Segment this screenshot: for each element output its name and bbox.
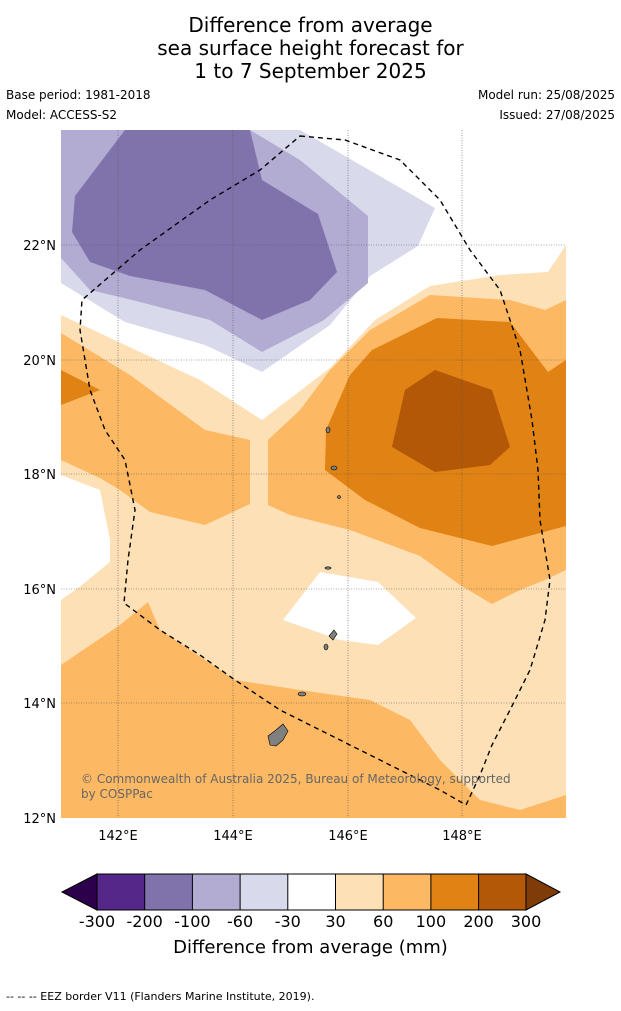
island-small-2 (325, 426, 331, 434)
lat-tick-labels: 12°N 14°N 16°N 18°N 20°N 22°N (23, 239, 56, 827)
colorbar-tick-8: 100 (416, 912, 447, 931)
colorbar-tick-2: -200 (127, 912, 163, 931)
model-run: Model run: 25/08/2025 (477, 88, 615, 102)
colorbar-frame (96, 873, 527, 911)
lat-tick-12: 12°N (23, 812, 56, 827)
island-saipan (328, 629, 338, 641)
colorbar-tick-1: -300 (79, 912, 115, 931)
base-period: Base period: 1981-2018 (6, 88, 151, 102)
contour-minus-100-200 (72, 130, 337, 320)
colorbar-extend-high (525, 873, 562, 911)
colorbar-extend-low (60, 873, 98, 911)
lat-tick-18: 18°N (23, 468, 56, 483)
map-gridlines (61, 130, 566, 818)
title-line-3: 1 to 7 September 2025 (194, 59, 427, 83)
colorbar-swatch-1 (97, 874, 145, 910)
map-title: Difference from average sea surface heig… (0, 14, 621, 83)
lon-tick-144: 144°E (213, 829, 253, 844)
copyright-notice: © Commonwealth of Australia 2025, Bureau… (81, 772, 511, 801)
title-line-1: Difference from average (188, 13, 433, 37)
contour-field (61, 130, 566, 818)
colorbar-tick-5: -30 (275, 912, 301, 931)
lat-tick-22: 22°N (23, 239, 56, 254)
colorbar: -300 -200 -100 -60 -30 30 60 100 200 300 (60, 873, 562, 931)
island-rota (297, 691, 307, 697)
colorbar-tick-7: 60 (373, 912, 393, 931)
colorbar-swatch-7 (383, 874, 431, 910)
colorbar-swatch-3 (192, 874, 241, 910)
lon-tick-142: 142°E (98, 829, 138, 844)
colorbar-tick-10: 300 (511, 912, 542, 931)
islands (267, 426, 341, 747)
contour-neutral-south (283, 572, 416, 645)
colorbar-swatch-4 (240, 874, 288, 910)
lat-tick-20: 20°N (23, 354, 56, 369)
colorbar-tick-3: -100 (174, 912, 210, 931)
lat-tick-14: 14°N (23, 697, 56, 712)
contour-neutral-west (61, 475, 110, 600)
title-line-2: sea surface height forecast for (157, 36, 464, 60)
island-small-3 (330, 465, 338, 471)
lat-tick-16: 16°N (23, 583, 56, 598)
lon-tick-146: 146°E (328, 829, 368, 844)
colorbar-swatch-8 (430, 874, 479, 910)
model-name: Model: ACCESS-S2 (6, 108, 118, 122)
contour-100-200-west (61, 370, 100, 405)
colorbar-tick-9: 200 (463, 912, 494, 931)
lon-tick-148: 148°E (442, 829, 482, 844)
island-small-1 (324, 566, 332, 570)
lon-tick-labels: 142°E 144°E 146°E 148°E (98, 829, 482, 844)
issued-date: Issued: 27/08/2025 (499, 108, 615, 122)
island-guam (267, 723, 289, 747)
island-small-4 (337, 495, 341, 499)
contour-60-100-west (61, 333, 250, 525)
colorbar-swatch-9 (478, 874, 526, 910)
colorbar-swatch-5 (287, 874, 336, 910)
eez-footnote: -- -- -- EEZ border V11 (Flanders Marine… (6, 990, 315, 1003)
colorbar-tick-6: 30 (325, 912, 345, 931)
colorbar-swatch-2 (144, 874, 193, 910)
contour-200-300 (392, 370, 510, 472)
contour-60-100-south (61, 602, 566, 818)
colorbar-tick-4: -60 (227, 912, 253, 931)
colorbar-label: Difference from average (mm) (173, 937, 448, 958)
colorbar-swatch-6 (335, 874, 384, 910)
island-tinian (323, 643, 329, 651)
